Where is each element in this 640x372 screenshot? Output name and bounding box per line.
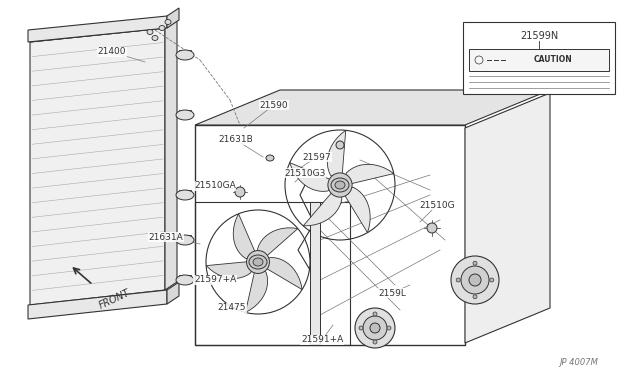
Text: 2159L: 2159L: [378, 289, 406, 298]
Polygon shape: [290, 163, 334, 192]
Circle shape: [473, 261, 477, 265]
Circle shape: [370, 323, 380, 333]
Polygon shape: [342, 187, 370, 232]
Ellipse shape: [176, 50, 194, 60]
Ellipse shape: [152, 35, 158, 41]
Bar: [463, 22, 615, 94]
Circle shape: [246, 251, 269, 273]
Ellipse shape: [335, 181, 345, 189]
Text: JP 4007M: JP 4007M: [559, 358, 598, 367]
Text: 21597: 21597: [303, 153, 332, 161]
Text: 21400: 21400: [98, 48, 126, 57]
Polygon shape: [310, 202, 320, 344]
Ellipse shape: [266, 155, 274, 161]
Text: 21599N: 21599N: [520, 31, 558, 41]
Circle shape: [473, 295, 477, 299]
Circle shape: [336, 141, 344, 149]
Text: 21631B: 21631B: [219, 135, 253, 144]
Ellipse shape: [249, 255, 267, 269]
Circle shape: [235, 187, 245, 197]
Text: 21510G3: 21510G3: [284, 169, 326, 177]
Circle shape: [469, 274, 481, 286]
Polygon shape: [30, 28, 165, 305]
Polygon shape: [245, 268, 268, 312]
Circle shape: [427, 223, 437, 233]
Ellipse shape: [176, 110, 194, 120]
Bar: [469, 49, 609, 71]
Text: 21475: 21475: [218, 304, 246, 312]
Ellipse shape: [147, 29, 153, 35]
Circle shape: [363, 316, 387, 340]
Text: 21590: 21590: [260, 100, 288, 109]
Polygon shape: [465, 93, 550, 343]
Ellipse shape: [165, 19, 171, 25]
Text: 21510G: 21510G: [419, 201, 455, 209]
Ellipse shape: [176, 235, 194, 245]
Ellipse shape: [176, 190, 194, 200]
Polygon shape: [344, 164, 394, 185]
Ellipse shape: [331, 178, 349, 192]
Circle shape: [328, 173, 352, 197]
Circle shape: [355, 308, 395, 348]
Polygon shape: [167, 282, 179, 304]
Polygon shape: [195, 90, 550, 125]
Circle shape: [490, 278, 494, 282]
Circle shape: [456, 278, 460, 282]
Text: 21591+A: 21591+A: [301, 336, 343, 344]
Bar: [195, 125, 465, 345]
Polygon shape: [28, 16, 167, 42]
Polygon shape: [30, 20, 177, 42]
Ellipse shape: [159, 26, 165, 31]
Polygon shape: [257, 228, 298, 259]
Text: FRONT: FRONT: [97, 288, 131, 311]
Polygon shape: [233, 214, 257, 259]
Polygon shape: [165, 20, 177, 290]
Circle shape: [461, 266, 489, 294]
Circle shape: [373, 312, 377, 316]
Bar: [195, 202, 350, 345]
Text: 21631A: 21631A: [148, 232, 184, 241]
Polygon shape: [328, 130, 346, 179]
Circle shape: [373, 340, 377, 344]
Polygon shape: [303, 189, 342, 226]
Ellipse shape: [253, 258, 263, 266]
Text: CAUTION: CAUTION: [534, 55, 572, 64]
Ellipse shape: [176, 275, 194, 285]
Circle shape: [451, 256, 499, 304]
Polygon shape: [206, 261, 253, 279]
Polygon shape: [167, 8, 179, 28]
Text: 21597+A: 21597+A: [194, 276, 236, 285]
Polygon shape: [263, 257, 302, 289]
Text: 21510GA: 21510GA: [194, 182, 236, 190]
Circle shape: [359, 326, 363, 330]
Polygon shape: [28, 290, 167, 319]
Circle shape: [387, 326, 391, 330]
